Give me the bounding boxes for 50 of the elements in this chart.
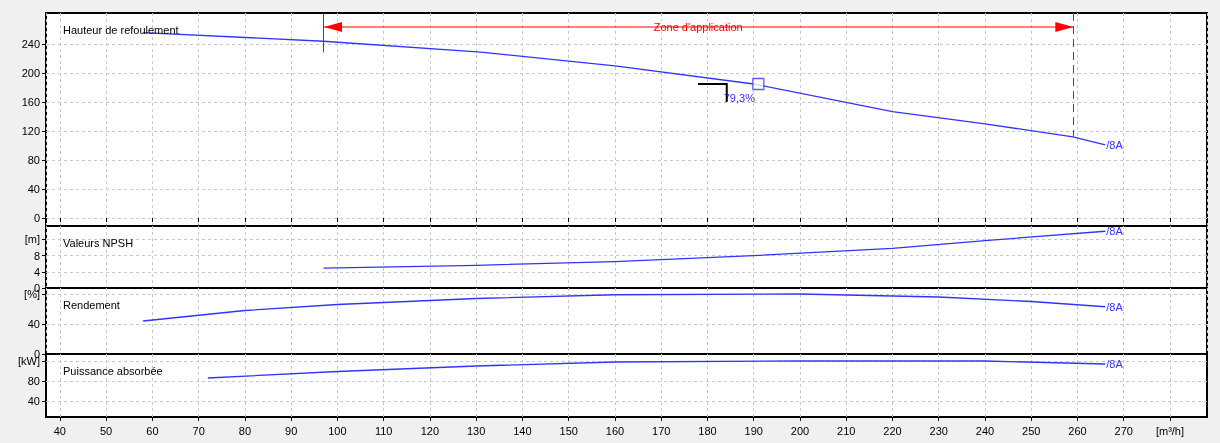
series-label: /8A bbox=[1106, 358, 1124, 370]
y-tick-label: 0 bbox=[33, 212, 40, 225]
y-tick-label: 4 bbox=[33, 265, 40, 278]
y-tick-label: 240 bbox=[21, 38, 40, 51]
x-tick-label: 260 bbox=[1068, 424, 1087, 437]
y-tick-label: 40 bbox=[27, 318, 40, 330]
x-tick-label: 70 bbox=[192, 424, 205, 437]
x-tick-label: [m³/h] bbox=[1155, 424, 1185, 437]
line-series bbox=[142, 293, 1106, 322]
x-tick-label: 60 bbox=[146, 424, 159, 437]
x-tick-label: 80 bbox=[238, 424, 252, 437]
x-tick-label: 270 bbox=[1114, 424, 1133, 437]
x-tick-label: 210 bbox=[837, 424, 856, 437]
x-tick-label: 160 bbox=[605, 424, 625, 437]
series-label: /8A bbox=[1106, 138, 1124, 151]
x-tick-label: 170 bbox=[652, 424, 671, 437]
x-tick-label: 220 bbox=[883, 424, 902, 437]
x-tick-label: 150 bbox=[559, 424, 578, 437]
y-tick-label: [m] bbox=[24, 233, 40, 246]
x-tick-label: 140 bbox=[513, 424, 532, 437]
text: Hauteur de refoulement bbox=[63, 23, 179, 36]
text: Valeurs NPSH bbox=[63, 236, 134, 249]
x-tick-label: 240 bbox=[975, 424, 995, 437]
text: Rendement bbox=[63, 298, 120, 311]
x-tick-label: 250 bbox=[1022, 424, 1041, 437]
x-tick-label: 120 bbox=[420, 424, 440, 437]
x-tick-label: 130 bbox=[466, 424, 486, 437]
x-tick-label: 40 bbox=[53, 424, 66, 437]
annotation: Zone d'application bbox=[653, 20, 743, 33]
y-tick-label: 8 bbox=[33, 249, 40, 262]
line-series bbox=[207, 360, 1106, 379]
series-label: /8A bbox=[1106, 300, 1124, 313]
line-series bbox=[322, 230, 1106, 269]
x-tick-label: 190 bbox=[744, 424, 763, 437]
x-tick-label: 180 bbox=[698, 424, 717, 437]
x-tick-label: 200 bbox=[790, 424, 810, 437]
x-tick-label: 110 bbox=[374, 424, 393, 437]
x-tick-label: 100 bbox=[328, 424, 347, 437]
y-tick-label: 40 bbox=[27, 183, 40, 196]
y-tick-label: 40 bbox=[27, 395, 40, 407]
x-tick-label: 50 bbox=[100, 424, 113, 437]
y-tick-label: 80 bbox=[27, 375, 40, 387]
y-tick-label: 200 bbox=[21, 67, 40, 80]
y-tick-label: 160 bbox=[21, 96, 40, 109]
y-tick-label: 80 bbox=[27, 154, 40, 167]
y-tick-label: 120 bbox=[21, 125, 40, 138]
x-tick-label: 90 bbox=[285, 424, 298, 437]
text: Puissance absorbée bbox=[63, 364, 163, 377]
series-label: /8A bbox=[1106, 225, 1124, 238]
x-tick-label: 230 bbox=[929, 424, 948, 437]
